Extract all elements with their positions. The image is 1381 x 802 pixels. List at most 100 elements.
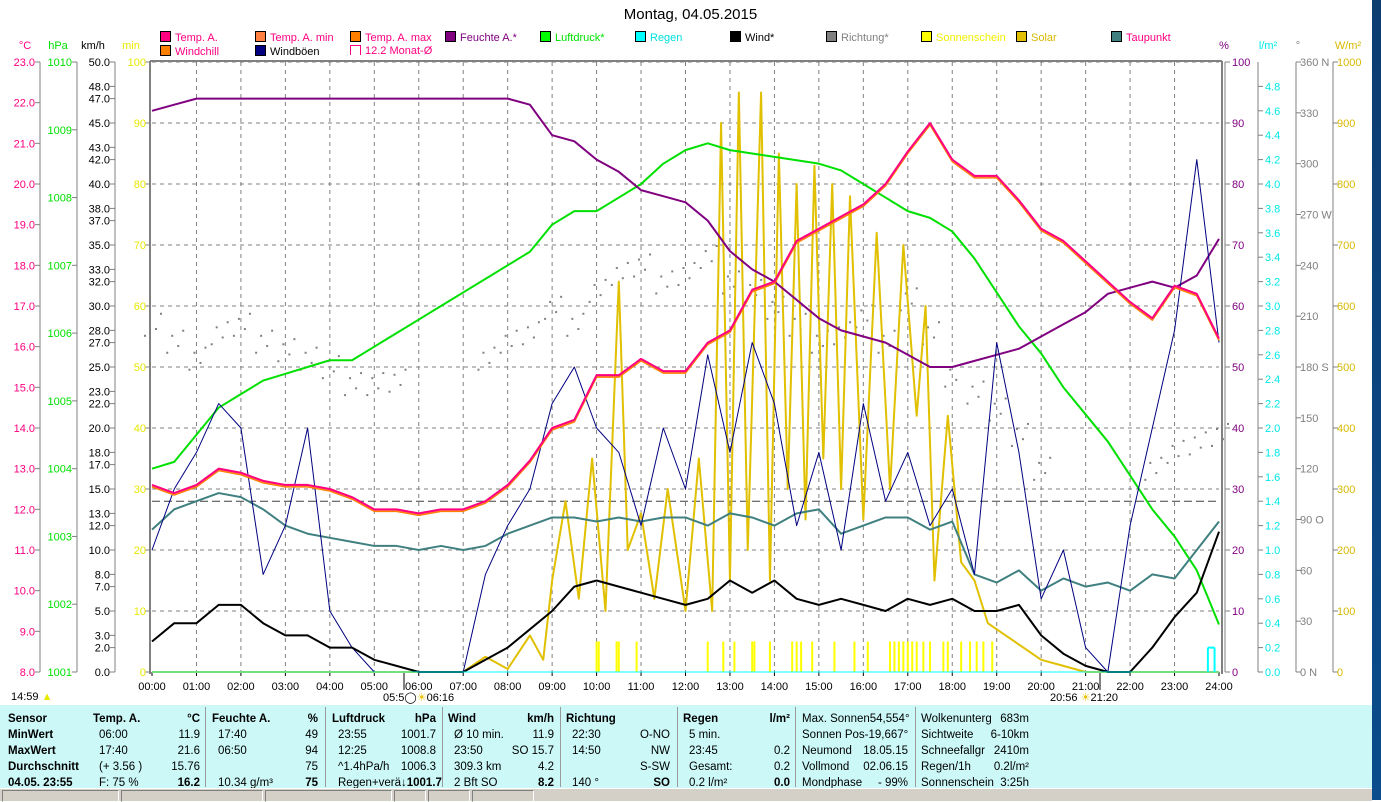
chart-title: Montag, 04.05.2015	[623, 6, 758, 23]
stats-value: 1001.7	[406, 777, 442, 789]
legend-item[interactable]: 12.2 Monat-Ø	[350, 45, 432, 58]
sunshine-bar	[922, 641, 925, 672]
direction-dot	[766, 317, 769, 320]
stats-value: 54,554°	[869, 713, 910, 725]
stats-row: Regen l/m²	[683, 711, 790, 727]
direction-dot	[749, 283, 752, 286]
tick-label: 20.0	[14, 179, 35, 191]
tick-label: 1.8	[1265, 447, 1280, 459]
stats-label: Wolkenunterg	[921, 713, 992, 725]
legend-item[interactable]: Solar	[1016, 31, 1057, 44]
direction-dot	[571, 317, 574, 320]
stats-label: (+ 3.56 )	[99, 761, 143, 773]
stats-value: - 99%	[877, 777, 908, 789]
legend-item[interactable]: Windböen	[255, 45, 320, 58]
tick-label: 80	[1232, 179, 1244, 191]
direction-dot	[732, 285, 735, 288]
tick-label: 0.8	[1265, 569, 1280, 581]
stats-label: Schneefallgr	[921, 745, 985, 757]
x-tick-label: 08:00	[494, 681, 522, 693]
stats-row: Schneefallgr 2410m	[921, 743, 1029, 759]
legend-swatch-icon	[1016, 31, 1027, 42]
tick-label: 1006	[48, 328, 72, 340]
stats-row: Regen+verä↓ 1001.7	[332, 775, 442, 791]
legend-item[interactable]: Wind*	[730, 31, 774, 44]
stats-label: ^1.4hPa/h	[338, 761, 390, 773]
sunshine-bar	[866, 641, 869, 672]
grid	[152, 61, 1219, 673]
stats-row: MinWert	[8, 727, 90, 743]
direction-dot	[633, 275, 636, 278]
direction-dot	[904, 292, 907, 295]
axis-unit-solar: W/m²	[1335, 40, 1362, 52]
axis-unit-wind: km/h	[81, 40, 105, 52]
stats-label: 10.34 g/m³	[218, 777, 273, 789]
direction-dot	[1044, 472, 1047, 475]
stats-label: Vollmond	[802, 761, 850, 773]
direction-dot	[737, 270, 740, 273]
direction-dot	[537, 321, 540, 324]
stats-value: SO	[653, 777, 670, 789]
direction-dot	[1144, 478, 1147, 481]
direction-dot	[626, 261, 629, 264]
x-tick-label: 15:00	[805, 681, 833, 693]
sunshine-bar	[733, 641, 736, 672]
axis-unit-hum: %	[1219, 40, 1229, 52]
tick-label: 300	[1337, 484, 1355, 496]
stats-value: SO 15.7	[511, 745, 554, 757]
direction-dot	[777, 311, 780, 314]
column-divider	[795, 707, 796, 787]
direction-dot	[477, 368, 480, 371]
legend-item[interactable]: Temp. A. min	[255, 31, 334, 44]
tick-label: 50	[1232, 362, 1244, 374]
direction-dot	[488, 361, 491, 364]
sunshine-bar	[942, 641, 945, 672]
direction-dot	[1216, 428, 1218, 430]
legend-item[interactable]: Temp. A.	[160, 31, 218, 44]
tick-label: 60	[1300, 565, 1312, 577]
sunshine-bar	[915, 641, 918, 672]
x-tick-label: 22:00	[1116, 681, 1144, 693]
stats-value: 11.9	[178, 729, 200, 741]
stats-value: °C	[187, 713, 200, 725]
tick-label: 2.4	[1265, 374, 1280, 386]
direction-dot	[710, 260, 713, 263]
tick-label: 20	[134, 545, 146, 557]
axis-dir: °360 N 330 300 270 W 240 210 180 S 150 120 90 O 60…	[1295, 40, 1332, 679]
tick-label: 22.0	[89, 399, 110, 411]
sunrise-info: 05:5◯☀06:16	[383, 691, 454, 704]
direction-dot	[515, 329, 518, 332]
direction-dot	[248, 312, 251, 315]
legend-swatch-icon	[350, 31, 361, 42]
direction-dot	[982, 380, 985, 383]
tick-label: 45.0	[89, 118, 110, 130]
legend-item[interactable]: Taupunkt	[1111, 31, 1171, 44]
sunshine-bar	[595, 641, 598, 672]
stats-value: 0.0	[774, 777, 790, 789]
legend-item[interactable]: Feuchte A.*	[445, 31, 517, 44]
direction-dot	[1033, 478, 1036, 481]
weather-chart: °C23.022.021.020.019.018.017.016.015.014…	[14, 40, 1362, 693]
direction-dot	[510, 344, 513, 347]
stats-value: 02.06.15	[863, 761, 908, 773]
direction-dot	[760, 278, 763, 281]
legend-item[interactable]: Luftdruck*	[540, 31, 605, 44]
stats-label: 23:55	[338, 729, 367, 741]
direction-dot	[1160, 456, 1163, 459]
direction-dot	[938, 321, 941, 324]
legend-item[interactable]: Sonnenschein	[921, 31, 1006, 44]
stats-row: Richtung	[566, 711, 670, 727]
legend-item[interactable]: Regen	[635, 31, 682, 44]
tick-label: 18.0	[14, 260, 35, 272]
tick-label: 240	[1300, 260, 1318, 272]
legend-item[interactable]: Temp. A. max	[350, 31, 432, 44]
direction-dot	[349, 377, 352, 380]
direction-dot	[337, 355, 340, 358]
legend-item[interactable]: Windchill	[160, 45, 219, 58]
stats-value: 683m	[1000, 713, 1029, 725]
legend-label: Solar	[1031, 32, 1057, 44]
desktop-edge	[1372, 0, 1381, 800]
sunshine-bar	[929, 641, 932, 672]
legend-item[interactable]: Richtung*	[826, 31, 889, 44]
